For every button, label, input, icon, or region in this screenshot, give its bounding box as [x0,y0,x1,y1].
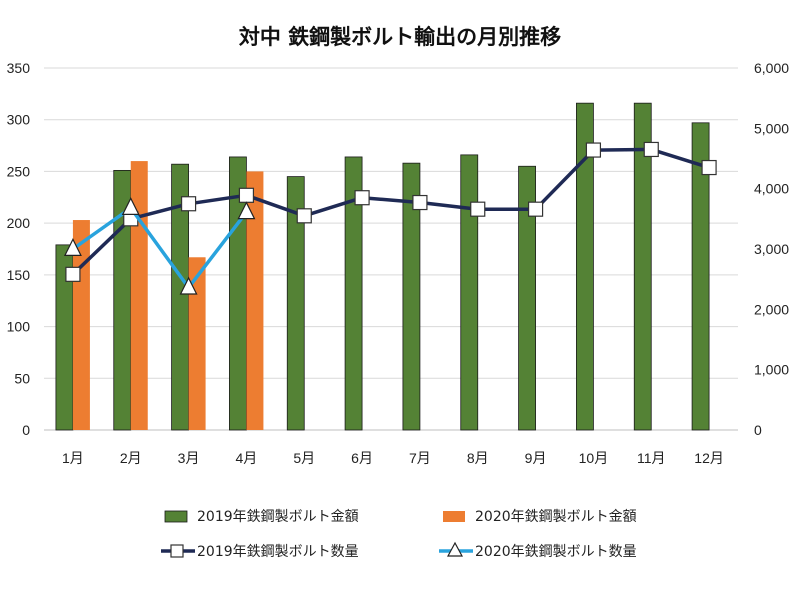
right-axis-tick-label: 6,000 [754,60,789,76]
left-axis-tick-label: 100 [7,319,31,335]
legend-item: 2019年鉄鋼製ボルト金額 [164,509,359,525]
legend-item: 2019年鉄鋼製ボルト数量 [161,544,359,560]
x-axis-ticks: 1月 2月 3月 4月 5月 6月 7月 8月 9月 10月 11月 12月 [62,450,724,466]
gridlines [44,67,738,431]
bar-2019-amount [460,154,479,431]
right-axis-tick-label: 2,000 [754,301,789,317]
bar-2020-amount [188,257,206,430]
x-axis-tick-label: 2月 [120,450,142,466]
bar-2019-amount [691,122,710,431]
bar-2020-amount [130,161,148,431]
bar-2020-amount [246,171,264,430]
marker-2020-quantity [121,197,140,215]
x-axis-tick-label: 7月 [409,450,431,466]
lines [63,141,717,295]
left-axis-tick-label: 250 [7,163,31,179]
marker-2019-quantity [701,159,717,176]
marker-2019-quantity [643,141,659,158]
marker-2020-quantity [179,276,198,295]
right-axis-tick-label: 3,000 [754,241,789,257]
marker-2019-quantity [296,208,312,224]
legend: 2019年鉄鋼製ボルト金額 2020年鉄鋼製ボルト金額 2019年鉄鋼製ボルト数量 2… [161,509,637,560]
x-axis-tick-label: 6月 [351,450,373,466]
bar-2019-amount [518,165,536,431]
legend-marker [446,541,464,557]
line-2019-quantity [71,147,710,276]
left-axis-tick-label: 50 [14,370,30,386]
marker-2019-quantity [354,190,370,206]
x-axis-tick-label: 12月 [694,450,724,466]
marker-2019-quantity [585,142,602,158]
marker-2019-quantity [65,266,81,282]
x-axis-tick-label: 1月 [62,450,84,466]
right-axis-tick-label: 4,000 [754,181,789,197]
x-axis-tick-label: 5月 [293,450,315,466]
left-axis-tick-label: 0 [22,422,30,438]
right-axis-tick-label: 1,000 [754,362,789,378]
left-axis-ticks: 0 50 100 150 200 250 300 350 [7,60,31,438]
legend-label: 2020年鉄鋼製ボルト金額 [475,509,637,525]
x-axis-tick-label: 8月 [467,450,489,466]
legend-swatch [164,510,188,523]
left-axis-tick-label: 350 [7,60,31,76]
legend-label: 2019年鉄鋼製ボルト金額 [197,509,359,525]
bar-2019-amount [286,176,305,431]
marker-2020-quantity [237,201,256,220]
bar-2019-amount [576,102,594,431]
left-axis-tick-label: 200 [7,215,31,231]
marker-2019-quantity [527,201,544,217]
chart-title: 対中 鉄鋼製ボルト輸出の月別推移 [239,25,561,49]
legend-swatch [443,511,465,522]
right-axis-tick-label: 5,000 [754,120,789,136]
marker-2019-quantity [470,201,486,217]
x-axis-tick-label: 10月 [579,450,609,466]
right-axis-ticks: 0 1,000 2,000 3,000 4,000 5,000 6,000 [754,60,789,438]
marker-2019-quantity [238,187,255,203]
legend-marker [170,544,184,558]
bar-2019-amount [633,102,652,431]
marker-2019-quantity [412,194,428,211]
legend-item: 2020年鉄鋼製ボルト数量 [439,541,637,560]
x-axis-tick-label: 4月 [236,450,258,466]
legend-item: 2020年鉄鋼製ボルト金額 [443,509,637,525]
bar-2019-amount [402,162,421,431]
legend-label: 2019年鉄鋼製ボルト数量 [197,544,359,560]
bars [55,102,710,431]
line-2020-quantity [71,206,248,290]
legend-label: 2020年鉄鋼製ボルト数量 [475,544,637,560]
x-axis-tick-label: 11月 [637,450,666,466]
left-axis-tick-label: 150 [7,267,31,283]
left-axis-tick-label: 300 [7,112,31,128]
x-axis-tick-label: 9月 [525,450,547,466]
x-axis-tick-label: 3月 [178,450,200,466]
bar-2019-amount [344,156,363,431]
marker-2020-quantity [63,238,82,256]
marker-2019-quantity [180,196,197,212]
right-axis-tick-label: 0 [754,422,762,438]
